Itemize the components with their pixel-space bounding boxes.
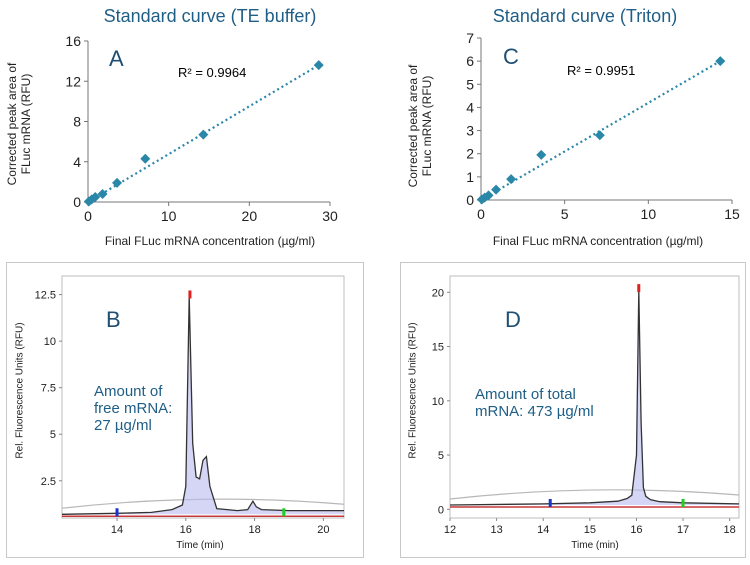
upper-envelope bbox=[449, 489, 740, 500]
chart-a-xlabel: Final FLuc mRNA concentration (µg/ml) bbox=[104, 234, 316, 248]
trendline bbox=[480, 60, 721, 201]
y-tick-label: 2 bbox=[466, 146, 474, 162]
x-tick-label: 14 bbox=[537, 524, 549, 536]
r-squared-annotation: R² = 0.9964 bbox=[178, 65, 246, 80]
y-tick-label: 12 bbox=[65, 73, 81, 89]
y-tick-label: 7 bbox=[466, 30, 474, 46]
data-point bbox=[90, 191, 101, 202]
x-tick-label: 0 bbox=[84, 208, 92, 224]
data-point bbox=[483, 190, 494, 201]
plot-area bbox=[449, 275, 740, 519]
x-tick-label: 10 bbox=[641, 206, 657, 222]
panel-letter: C bbox=[503, 44, 519, 69]
x-tick-label: 13 bbox=[490, 524, 502, 536]
x-tick-label: 15 bbox=[584, 524, 596, 536]
y-tick-label: 0 bbox=[73, 194, 81, 210]
x-tick-label: 5 bbox=[561, 206, 569, 222]
x-tick-label: 10 bbox=[161, 208, 177, 224]
peak-marker bbox=[282, 508, 286, 517]
peak-area bbox=[62, 296, 344, 515]
amount-note-line: Amount of total bbox=[475, 386, 576, 403]
chart-d-svg: 0 5 10 15 20 12 13 14 15 16 17 18 D Amount of totalmR… bbox=[432, 275, 740, 536]
data-point bbox=[536, 149, 547, 160]
x-tick-label: 14 bbox=[111, 524, 123, 536]
y-tick-label: 20 bbox=[432, 287, 444, 299]
data-point bbox=[112, 177, 123, 188]
panel-letter: D bbox=[505, 307, 521, 332]
data-point bbox=[198, 129, 209, 140]
y-tick-label: 0 bbox=[438, 504, 444, 516]
x-tick-label: 12 bbox=[444, 524, 456, 536]
trace-line bbox=[61, 296, 344, 515]
chart-c-xlabel: Final FLuc mRNA concentration (µg/ml) bbox=[492, 234, 704, 248]
chart-d-xlabel: Time (min) bbox=[571, 540, 619, 551]
peak-marker bbox=[637, 284, 641, 293]
x-tick-label: 20 bbox=[317, 524, 329, 536]
y-tick-label: 12.5 bbox=[35, 290, 56, 302]
y-tick-label: 5 bbox=[466, 76, 474, 92]
panel-letter: B bbox=[106, 307, 121, 332]
data-point bbox=[313, 60, 324, 71]
y-tick-label: 15 bbox=[432, 342, 444, 354]
r-squared-annotation: R² = 0.9951 bbox=[567, 63, 635, 78]
chart-a-svg: 0 4 8 12 16 0 10 20 30 A R² = 0.9964 bbox=[65, 33, 338, 224]
chart-b-xlabel: Time (min) bbox=[176, 540, 224, 551]
x-tick-label: 30 bbox=[322, 208, 338, 224]
data-point bbox=[140, 153, 151, 164]
amount-note-line: 27 µg/ml bbox=[94, 417, 152, 434]
y-tick-label: 4 bbox=[466, 99, 474, 115]
data-point bbox=[506, 174, 517, 185]
peak-marker bbox=[115, 508, 119, 517]
x-tick-label: 15 bbox=[724, 206, 740, 222]
y-tick-label: 8 bbox=[73, 114, 81, 130]
y-tick-label: 6 bbox=[466, 53, 474, 69]
data-point bbox=[594, 130, 605, 141]
data-point bbox=[97, 188, 108, 199]
amount-note-line: free mRNA: bbox=[94, 400, 172, 417]
y-tick-label: 3 bbox=[466, 123, 474, 139]
panel-letter: A bbox=[109, 46, 124, 71]
y-tick-label: 5 bbox=[50, 429, 56, 441]
y-tick-label: 2.5 bbox=[41, 476, 56, 488]
chart-c-svg: 0 1 2 3 4 5 6 7 0 5 10 15 C R² = 0.9951 bbox=[466, 30, 740, 222]
y-tick-label: 4 bbox=[73, 154, 81, 170]
x-tick-label: 20 bbox=[242, 208, 258, 224]
data-point bbox=[491, 184, 502, 195]
peak-marker bbox=[188, 290, 192, 299]
chart-c-title: Standard curve (Triton) bbox=[492, 6, 678, 26]
peak-marker bbox=[548, 498, 552, 507]
y-tick-label: 7.5 bbox=[41, 383, 56, 395]
x-tick-label: 16 bbox=[630, 524, 642, 536]
y-tick-label: 10 bbox=[432, 396, 444, 408]
y-tick-label: 0 bbox=[466, 192, 474, 208]
chart-a-title: Standard curve (TE buffer) bbox=[103, 6, 317, 26]
y-tick-label: 5 bbox=[438, 450, 444, 462]
x-tick-label: 17 bbox=[677, 524, 689, 536]
y-tick-label: 1 bbox=[466, 169, 474, 185]
x-tick-label: 18 bbox=[248, 524, 260, 536]
x-tick-label: 18 bbox=[724, 524, 736, 536]
y-tick-label: 16 bbox=[65, 33, 81, 49]
peak-marker bbox=[681, 498, 685, 507]
amount-note-line: Amount of bbox=[94, 383, 163, 400]
y-tick-label: 10 bbox=[44, 336, 56, 348]
data-point bbox=[715, 56, 726, 67]
amount-note-line: mRNA: 473 µg/ml bbox=[475, 403, 594, 420]
x-tick-label: 16 bbox=[180, 524, 192, 536]
x-tick-label: 0 bbox=[477, 206, 485, 222]
